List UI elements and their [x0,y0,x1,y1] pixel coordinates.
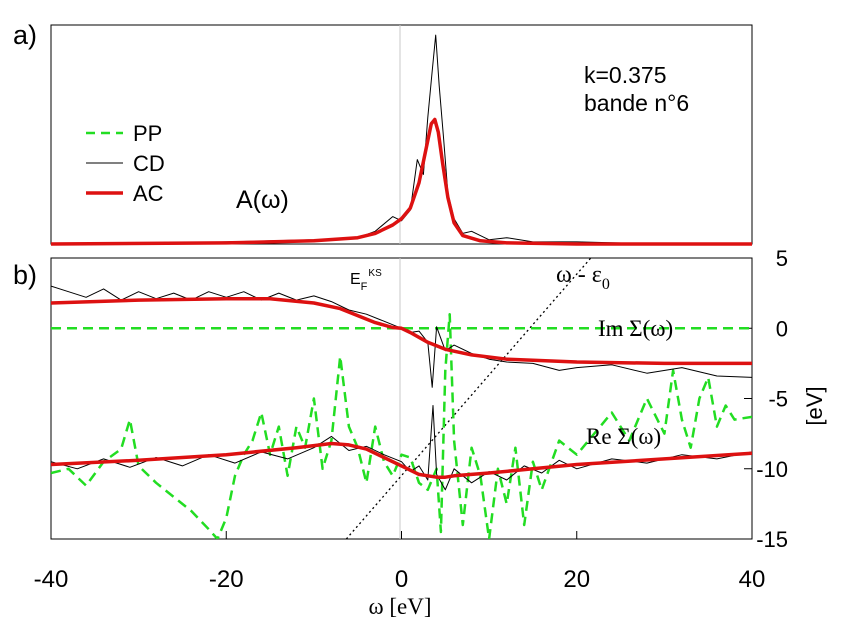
legend-pp-label: PP [133,121,162,146]
x-tick-label: -40 [34,566,69,593]
x-tick-label: 40 [739,566,766,593]
a-omega-label: A(ω) [236,186,289,214]
x-tick-label: -20 [209,566,244,593]
x-axis-label: ω [eV] [368,594,431,619]
panel-a-series [50,34,752,246]
x-tick-label: 0 [395,566,408,593]
x-tick-label: 20 [563,566,590,593]
y-tick-label: -10 [756,457,788,482]
panel-a-frame [50,24,753,245]
b-series-im-ac [51,296,752,366]
re-sigma-label: Re Σ(ω) [586,424,661,449]
b-series-0 [345,258,592,539]
y-tick-label: 0 [776,316,788,341]
b-series-im-cd [51,285,752,388]
im-sigma-label: Im Σ(ω) [598,316,673,341]
y-axis-label: [eV] [802,386,827,425]
k-label: k=0.375 [584,62,667,88]
fermi-label: EFKS [350,268,382,293]
omega-eps-label: ω - ε0 [556,262,610,293]
b-series-re-ac [51,441,752,479]
legend-cd-label: CD [133,151,165,176]
legend-ac-label: AC [133,181,164,206]
y-tick-label: -15 [756,527,788,552]
b-series-re-cd [51,405,752,491]
y-tick-label: 5 [776,246,788,271]
panel-a-label: a) [13,20,37,50]
legend: PP CD AC [86,121,165,206]
a-series-ac [50,117,752,246]
y-tick-label: -5 [768,387,788,412]
panel-b-label: b) [13,260,37,290]
panel-b-ticks: -40 -20 0 20 40 5 0 -5 -10 -15 [34,246,788,593]
panel-b-series [51,258,752,539]
band-label: bande n°6 [584,90,689,116]
b-series-re-pp [51,312,752,539]
